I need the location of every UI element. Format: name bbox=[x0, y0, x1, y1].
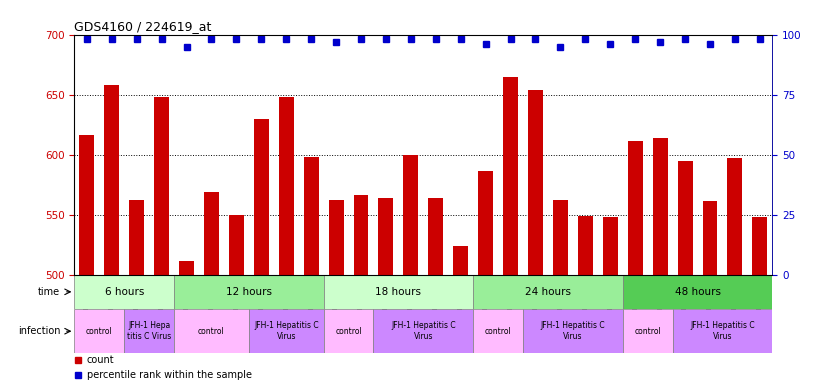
Bar bbox=[728, 158, 743, 275]
Bar bbox=[752, 217, 767, 275]
Bar bbox=[324, 309, 373, 353]
Text: JFH-1 Hepatitis C
Virus: JFH-1 Hepatitis C Virus bbox=[691, 321, 755, 341]
Bar bbox=[623, 275, 772, 309]
Bar bbox=[79, 135, 94, 275]
Bar bbox=[278, 97, 294, 275]
Bar bbox=[528, 90, 543, 275]
Bar bbox=[473, 275, 623, 309]
Text: JFH-1 Hepa
titis C Virus: JFH-1 Hepa titis C Virus bbox=[127, 321, 171, 341]
Text: 18 hours: 18 hours bbox=[375, 287, 421, 297]
Text: infection: infection bbox=[18, 326, 60, 336]
Bar bbox=[653, 138, 667, 275]
Bar bbox=[603, 217, 618, 275]
Bar bbox=[429, 198, 444, 275]
Text: 48 hours: 48 hours bbox=[675, 287, 720, 297]
Bar bbox=[124, 309, 174, 353]
Text: control: control bbox=[634, 327, 661, 336]
Bar bbox=[378, 198, 393, 275]
Bar bbox=[229, 215, 244, 275]
Text: 6 hours: 6 hours bbox=[105, 287, 144, 297]
Bar bbox=[249, 309, 324, 353]
Bar bbox=[623, 309, 672, 353]
Bar bbox=[179, 262, 194, 275]
Bar bbox=[677, 161, 692, 275]
Bar bbox=[304, 157, 319, 275]
Text: JFH-1 Hepatitis C
Virus: JFH-1 Hepatitis C Virus bbox=[254, 321, 319, 341]
Text: JFH-1 Hepatitis C
Virus: JFH-1 Hepatitis C Virus bbox=[540, 321, 605, 341]
Text: control: control bbox=[485, 327, 511, 336]
Bar bbox=[254, 119, 268, 275]
Bar bbox=[174, 309, 249, 353]
Text: GDS4160 / 224619_at: GDS4160 / 224619_at bbox=[74, 20, 211, 33]
Bar bbox=[523, 309, 623, 353]
Text: control: control bbox=[198, 327, 225, 336]
Bar bbox=[503, 76, 518, 275]
Bar bbox=[354, 195, 368, 275]
Bar bbox=[174, 275, 324, 309]
Text: 24 hours: 24 hours bbox=[525, 287, 571, 297]
Text: 12 hours: 12 hours bbox=[225, 287, 272, 297]
Text: count: count bbox=[87, 355, 115, 365]
Bar bbox=[373, 309, 473, 353]
Bar bbox=[104, 85, 119, 275]
Bar bbox=[74, 309, 124, 353]
Bar bbox=[129, 200, 145, 275]
Text: percentile rank within the sample: percentile rank within the sample bbox=[87, 370, 252, 380]
Bar bbox=[672, 309, 772, 353]
Bar bbox=[453, 246, 468, 275]
Bar bbox=[154, 97, 169, 275]
Bar bbox=[553, 200, 568, 275]
Bar bbox=[478, 171, 493, 275]
Bar bbox=[204, 192, 219, 275]
Text: time: time bbox=[38, 287, 60, 297]
Bar bbox=[578, 216, 593, 275]
Bar bbox=[403, 154, 418, 275]
Bar bbox=[324, 275, 473, 309]
Text: control: control bbox=[86, 327, 112, 336]
Text: control: control bbox=[335, 327, 362, 336]
Bar bbox=[74, 275, 174, 309]
Bar bbox=[702, 201, 718, 275]
Bar bbox=[473, 309, 523, 353]
Text: JFH-1 Hepatitis C
Virus: JFH-1 Hepatitis C Virus bbox=[391, 321, 456, 341]
Bar bbox=[329, 200, 344, 275]
Bar bbox=[628, 141, 643, 275]
